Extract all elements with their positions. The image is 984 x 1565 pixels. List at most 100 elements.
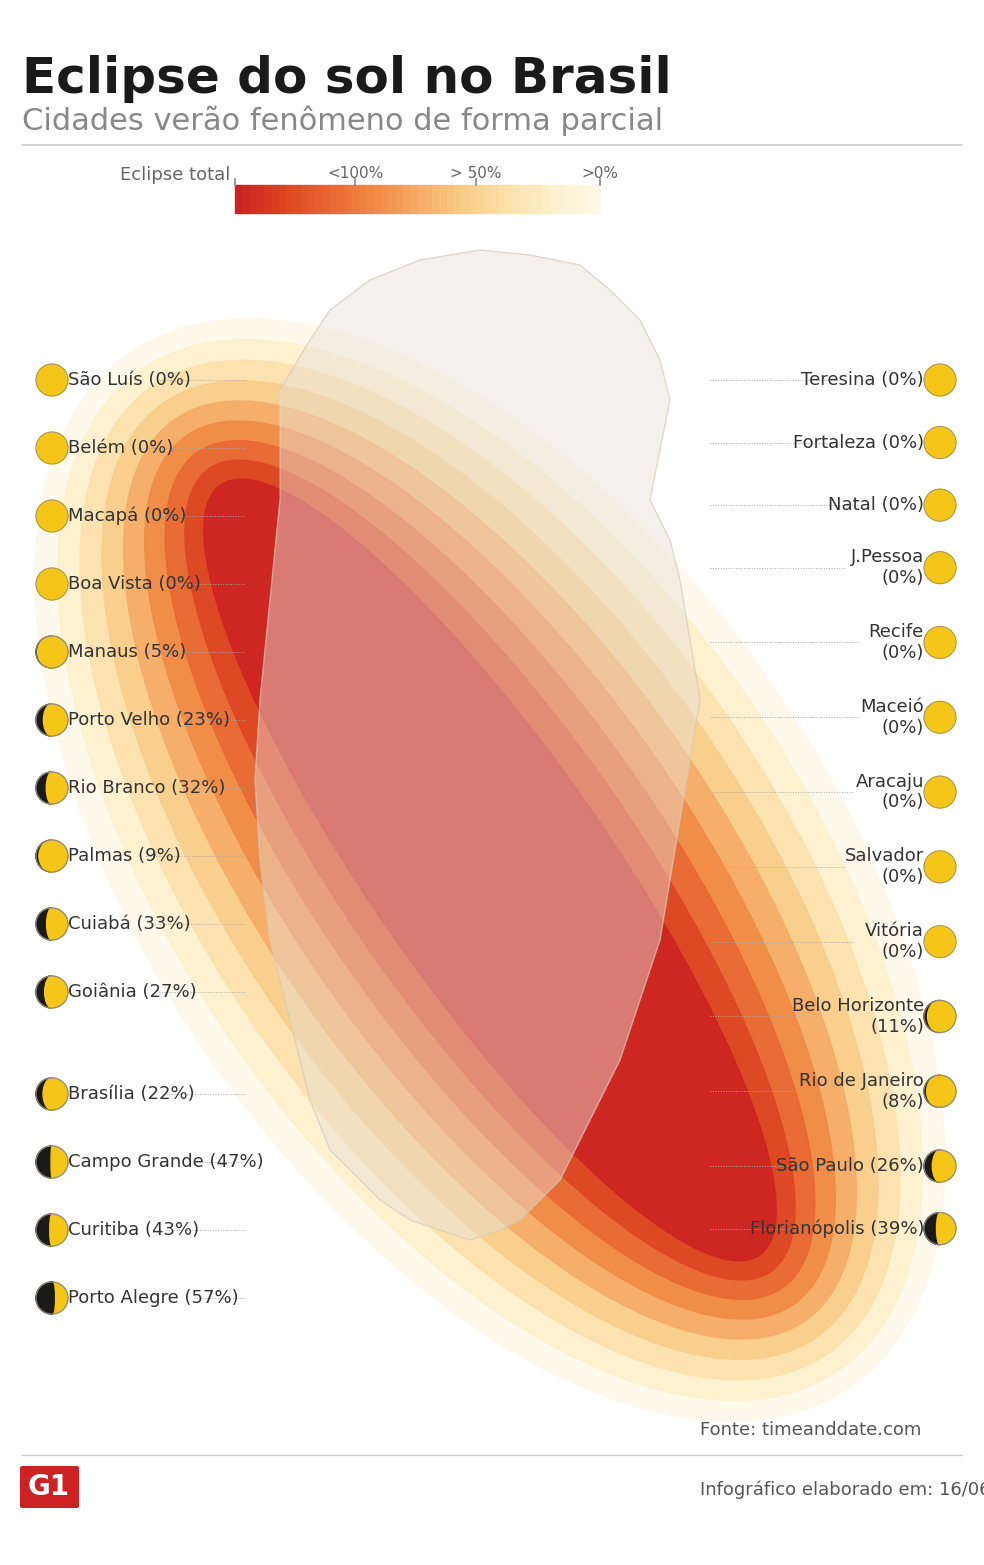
Ellipse shape bbox=[80, 360, 900, 1380]
Text: Rio de Janeiro
(8%): Rio de Janeiro (8%) bbox=[799, 1072, 924, 1111]
Wedge shape bbox=[36, 977, 52, 1008]
Circle shape bbox=[36, 908, 68, 941]
Ellipse shape bbox=[165, 441, 815, 1299]
Text: Eclipse total: Eclipse total bbox=[120, 166, 230, 185]
Text: Teresina (0%): Teresina (0%) bbox=[801, 371, 924, 390]
Bar bbox=[330, 185, 338, 213]
Bar bbox=[549, 185, 556, 213]
Circle shape bbox=[36, 1282, 68, 1315]
Text: Vitória
(0%): Vitória (0%) bbox=[865, 922, 924, 961]
Circle shape bbox=[36, 499, 68, 532]
Bar bbox=[272, 185, 278, 213]
Ellipse shape bbox=[927, 1075, 953, 1108]
Circle shape bbox=[36, 704, 68, 736]
Bar bbox=[454, 185, 461, 213]
Bar bbox=[389, 185, 396, 213]
Ellipse shape bbox=[145, 421, 835, 1319]
Circle shape bbox=[924, 701, 956, 734]
Circle shape bbox=[36, 635, 68, 668]
Circle shape bbox=[36, 840, 68, 872]
Ellipse shape bbox=[937, 1213, 944, 1244]
Ellipse shape bbox=[50, 1282, 54, 1315]
Ellipse shape bbox=[102, 380, 878, 1360]
Ellipse shape bbox=[44, 977, 59, 1008]
Ellipse shape bbox=[46, 908, 57, 941]
Bar bbox=[235, 185, 242, 213]
Circle shape bbox=[36, 1078, 68, 1110]
Text: <100%: <100% bbox=[328, 166, 384, 180]
Bar bbox=[534, 185, 541, 213]
Bar bbox=[476, 185, 483, 213]
Circle shape bbox=[924, 776, 956, 808]
Text: Florianópolis (39%): Florianópolis (39%) bbox=[750, 1219, 924, 1238]
Wedge shape bbox=[36, 635, 52, 668]
Circle shape bbox=[924, 552, 956, 584]
Bar bbox=[440, 185, 447, 213]
Circle shape bbox=[36, 432, 68, 463]
Bar bbox=[293, 185, 301, 213]
Ellipse shape bbox=[204, 479, 776, 1261]
Circle shape bbox=[924, 1213, 956, 1244]
Wedge shape bbox=[36, 1282, 52, 1315]
Wedge shape bbox=[36, 1214, 52, 1246]
FancyBboxPatch shape bbox=[20, 1466, 79, 1509]
Text: Salvador
(0%): Salvador (0%) bbox=[844, 848, 924, 886]
Text: São Luís (0%): São Luís (0%) bbox=[68, 371, 191, 390]
Bar bbox=[250, 185, 257, 213]
Bar bbox=[308, 185, 315, 213]
Bar bbox=[483, 185, 490, 213]
Text: Manaus (5%): Manaus (5%) bbox=[68, 643, 186, 660]
Text: Boa Vista (0%): Boa Vista (0%) bbox=[68, 574, 201, 593]
Text: Aracaju
(0%): Aracaju (0%) bbox=[855, 773, 924, 812]
Circle shape bbox=[924, 626, 956, 659]
Ellipse shape bbox=[928, 1000, 953, 1033]
Ellipse shape bbox=[35, 319, 945, 1421]
Wedge shape bbox=[36, 1078, 52, 1110]
Text: Cidades verão fenômeno de forma parcial: Cidades verão fenômeno de forma parcial bbox=[22, 105, 663, 136]
Bar bbox=[527, 185, 534, 213]
Text: > 50%: > 50% bbox=[450, 166, 502, 180]
Bar bbox=[315, 185, 323, 213]
Ellipse shape bbox=[43, 1078, 61, 1110]
Text: Fortaleza (0%): Fortaleza (0%) bbox=[793, 434, 924, 452]
Ellipse shape bbox=[39, 840, 65, 872]
Bar bbox=[425, 185, 432, 213]
Bar bbox=[498, 185, 505, 213]
Bar bbox=[264, 185, 272, 213]
Circle shape bbox=[924, 925, 956, 958]
Bar bbox=[410, 185, 417, 213]
Circle shape bbox=[924, 851, 956, 883]
Text: Maceió
(0%): Maceió (0%) bbox=[860, 698, 924, 737]
Bar bbox=[323, 185, 330, 213]
Bar bbox=[513, 185, 520, 213]
Circle shape bbox=[924, 427, 956, 459]
Bar bbox=[541, 185, 549, 213]
Text: Belém (0%): Belém (0%) bbox=[68, 440, 173, 457]
Wedge shape bbox=[36, 704, 52, 736]
Text: Eclipse do sol no Brasil: Eclipse do sol no Brasil bbox=[22, 55, 672, 103]
Ellipse shape bbox=[932, 1150, 948, 1182]
Text: Recife
(0%): Recife (0%) bbox=[869, 623, 924, 662]
Text: São Paulo (26%): São Paulo (26%) bbox=[776, 1157, 924, 1175]
Circle shape bbox=[36, 365, 68, 396]
Circle shape bbox=[924, 490, 956, 521]
Bar bbox=[402, 185, 410, 213]
Bar bbox=[396, 185, 402, 213]
Wedge shape bbox=[924, 1075, 940, 1108]
Circle shape bbox=[36, 1214, 68, 1246]
Bar bbox=[242, 185, 250, 213]
Circle shape bbox=[36, 1146, 68, 1178]
Bar bbox=[301, 185, 308, 213]
Polygon shape bbox=[255, 250, 700, 1239]
Bar bbox=[381, 185, 389, 213]
Bar bbox=[505, 185, 513, 213]
Wedge shape bbox=[36, 772, 52, 804]
Bar bbox=[490, 185, 498, 213]
Circle shape bbox=[924, 1075, 956, 1108]
Text: Cuiabá (33%): Cuiabá (33%) bbox=[68, 916, 191, 933]
Bar bbox=[564, 185, 571, 213]
Ellipse shape bbox=[124, 401, 856, 1340]
Bar bbox=[278, 185, 286, 213]
Ellipse shape bbox=[37, 635, 66, 668]
Text: Curitiba (43%): Curitiba (43%) bbox=[68, 1221, 199, 1239]
